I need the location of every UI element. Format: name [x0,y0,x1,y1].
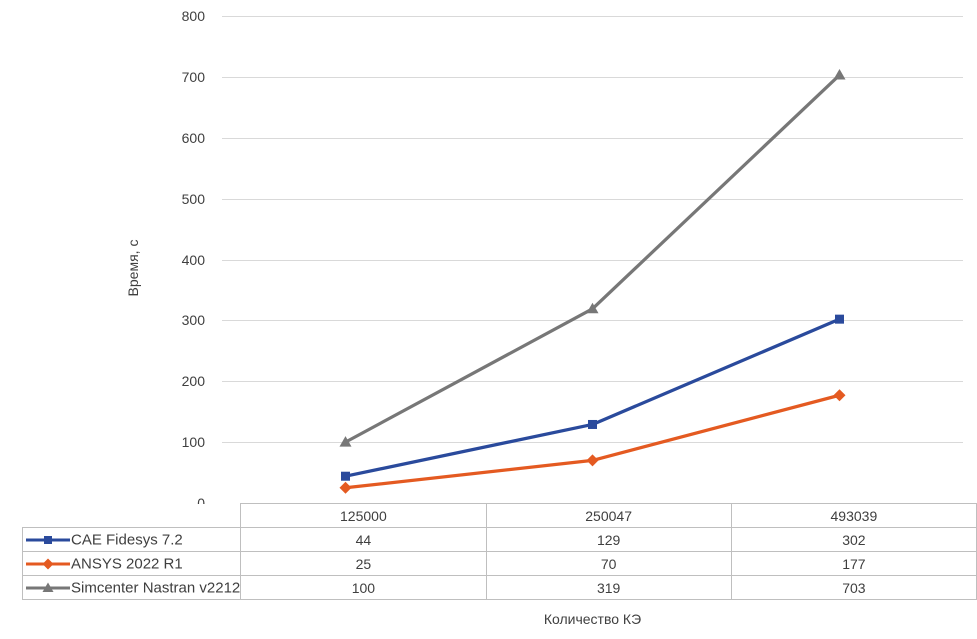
value-cell: 70 [485,551,732,576]
data-point-marker [42,582,54,592]
y-tick-label: 400 [181,251,205,268]
category-cell: 250047 [485,503,732,528]
value-cell: 703 [730,575,977,600]
legend-placeholder-cell [22,503,241,528]
data-point-marker [833,69,846,80]
y-tick-label: 200 [181,373,205,390]
data-point-marker [586,302,599,314]
y-tick-label: 100 [181,434,205,451]
table-row: CAE Fidesys 7.2 44 129 302 [21,527,977,552]
legend-cell: ANSYS 2022 R1 [21,551,242,576]
value-cell: 177 [730,551,977,576]
value-cell: 319 [485,575,732,600]
data-point-marker [341,471,350,481]
table-row: Simcenter Nastran v2212 100 319 703 [21,575,977,600]
table-row: ANSYS 2022 R1 25 70 177 [21,551,977,576]
data-point-marker [44,535,52,544]
data-table: 125000 250047 493039 CAE Fidesys 7.2 44 129 30… [21,503,977,600]
y-tick-label: 800 [181,8,205,24]
y-tick-label: 600 [181,129,205,146]
series-line [345,393,840,490]
category-row: 125000 250047 493039 [22,503,977,528]
data-point-marker [835,314,844,324]
value-cell: 302 [730,527,977,552]
legend-cell: Simcenter Nastran v2212 [21,575,242,600]
data-point-marker [42,558,54,570]
y-axis-title: Время, с [125,239,141,297]
legend-label: ANSYS 2022 R1 [71,555,183,573]
y-tick-label: 700 [181,68,205,85]
category-cell: 125000 [240,503,487,528]
series-line [344,73,841,444]
chart-data-table: 125000 250047 493039 CAE Fidesys 7.2 44 129 30… [21,503,977,600]
x-axis-title: Количество КЭ [543,611,642,627]
value-cell: 25 [240,551,487,576]
y-tick-label: 0 [110,495,205,511]
legend-cell: CAE Fidesys 7.2 [21,527,242,552]
value-cell: 129 [485,527,732,552]
data-point-marker [588,419,597,429]
legend-key-icon [26,582,70,592]
series-line [345,317,841,478]
legend-key-icon [26,558,70,570]
value-cell: 44 [240,527,487,552]
category-cell: 493039 [730,503,977,528]
y-tick-label: 500 [181,190,205,207]
legend-key-icon [26,535,70,544]
legend-label: Simcenter Nastran v2212 [71,579,241,597]
data-point-marker [586,454,599,467]
y-tick-label: 300 [181,312,205,329]
data-point-marker [833,389,846,402]
data-point-marker [339,481,352,494]
value-cell: 100 [240,575,487,600]
legend-label: CAE Fidesys 7.2 [71,531,183,549]
data-point-marker [339,436,352,447]
